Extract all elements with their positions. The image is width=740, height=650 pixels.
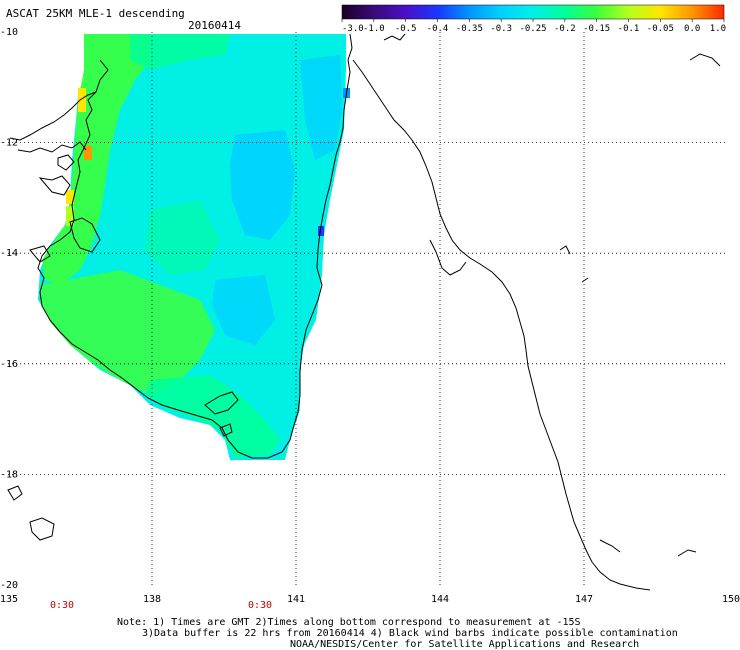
colorbar-label: 1.0 <box>710 24 726 34</box>
swath-yellow-pixel <box>78 88 86 112</box>
lon-label: 144 <box>431 594 449 605</box>
colorbar-label: -0.1 <box>618 24 640 34</box>
note-line-3: NOAA/NESDIS/Center for Satellite Applica… <box>290 639 639 650</box>
colorbar: -3.0 -1.0 -0.5 -0.4 -0.35 -0.3 -0.25 -0.2 -0.15-… <box>341 4 726 34</box>
swath-blue-east <box>300 55 342 160</box>
swath-yellow-pixel <box>66 190 74 204</box>
swath-green-gulf <box>40 270 215 395</box>
note-line-1: Note: 1) Times are GMT 2)Times along bot… <box>117 617 581 628</box>
lon-label: 135 <box>0 594 18 605</box>
colorbar-label: -3.0 <box>342 24 364 34</box>
swath-green-top <box>130 34 230 70</box>
colorbar-label: -0.15 <box>583 24 610 34</box>
colorbar-label: -0.05 <box>647 24 674 34</box>
lon-label: 150 <box>722 594 740 605</box>
map-date: 20160414 <box>188 19 241 32</box>
time-label-2: 0:30 <box>248 600 272 611</box>
longitude-labels: 135 138 141 144 147 150 <box>0 594 740 605</box>
note-line-2: 3)Data buffer is 22 hrs from 20160414 4)… <box>142 628 678 639</box>
latitude-labels: -10 -12 -14 -16 -18 -20 <box>0 27 18 591</box>
swath-blue-center <box>230 130 295 240</box>
lat-label: -20 <box>0 580 18 591</box>
colorbar-label: -0.35 <box>456 24 483 34</box>
map-title: ASCAT 25KM MLE-1 descending <box>6 7 185 20</box>
swath-blue-south <box>212 275 275 345</box>
lon-label: 141 <box>287 594 305 605</box>
swath-yellowgreen-pixel <box>66 206 74 226</box>
colorbar-label: -0.25 <box>519 24 546 34</box>
colorbar-label: -0.3 <box>490 24 512 34</box>
time-label-1: 0:30 <box>50 600 74 611</box>
swath-green-mid <box>145 200 220 275</box>
colorbar-label: 0.0 <box>684 24 700 34</box>
lat-label: -18 <box>0 469 18 480</box>
colorbar-label: -1.0 <box>363 24 385 34</box>
swath-blue-pixel <box>318 226 324 236</box>
lon-label: 138 <box>143 594 161 605</box>
coastline <box>7 33 721 591</box>
colorbar-label: -0.2 <box>554 24 576 34</box>
colorbar-label: -0.5 <box>395 24 417 34</box>
lat-label: -12 <box>0 138 18 149</box>
swath-orange-pixel <box>84 146 92 160</box>
colorbar-ramp <box>341 4 725 20</box>
lon-label: 147 <box>575 594 593 605</box>
graticule <box>8 32 728 585</box>
lat-label: -10 <box>0 27 18 38</box>
swath-green-south <box>145 375 280 458</box>
colorbar-label: -0.4 <box>427 24 449 34</box>
lat-label: -14 <box>0 248 18 259</box>
swath-data <box>38 34 350 460</box>
lat-label: -16 <box>0 359 18 370</box>
